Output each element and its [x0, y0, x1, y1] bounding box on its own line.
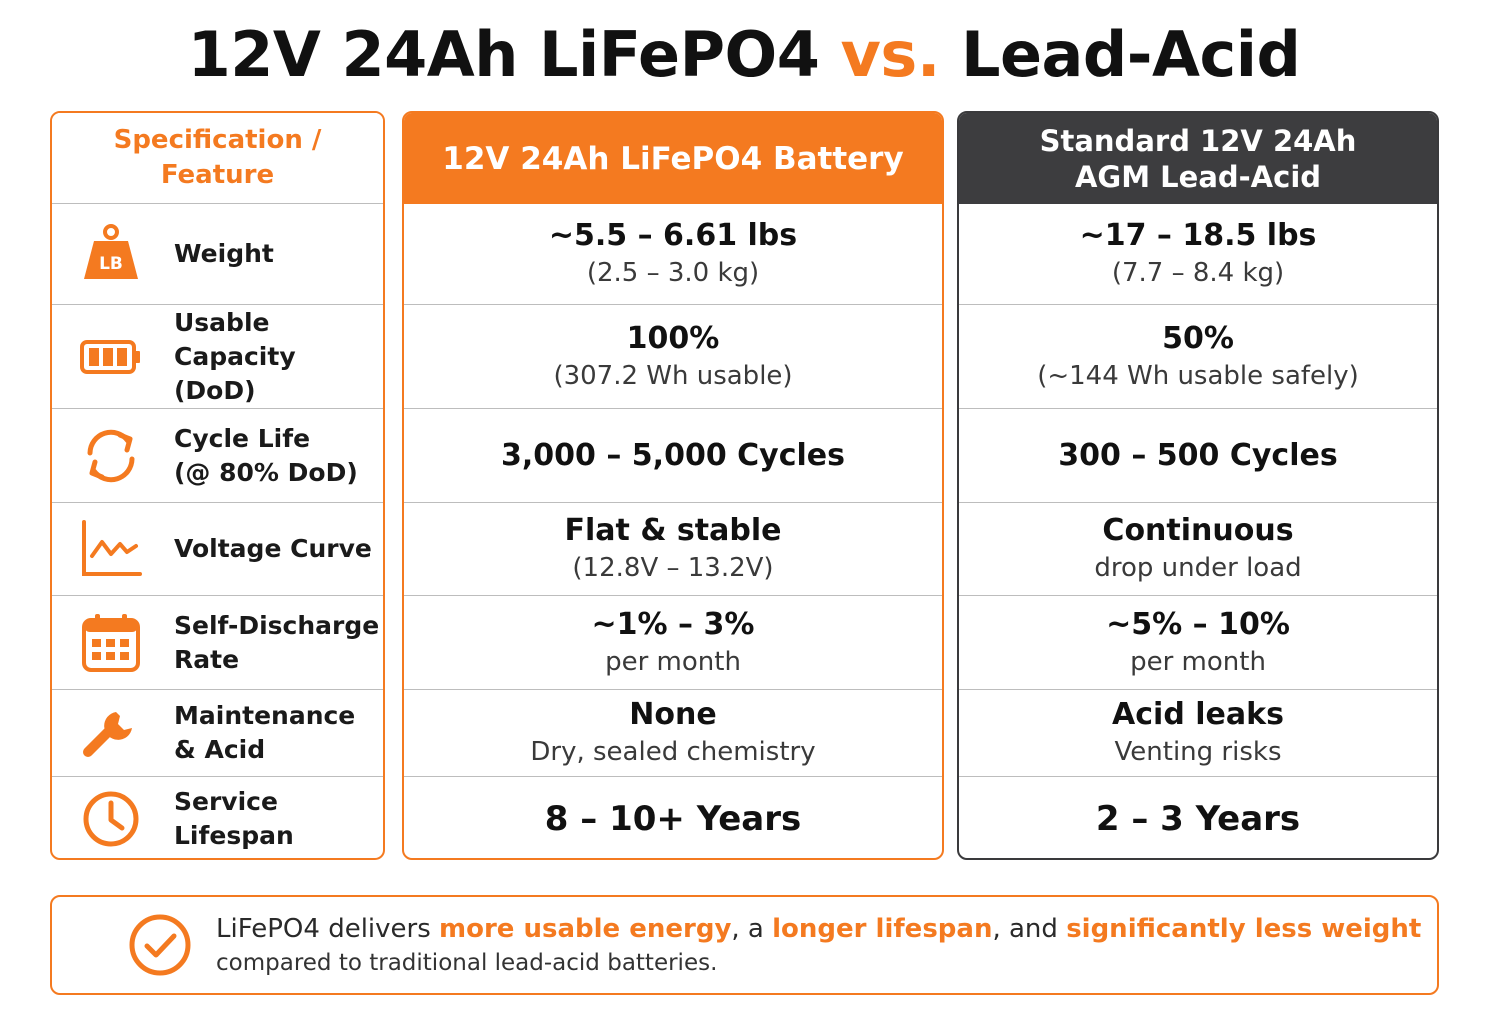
- leadacid-row-voltage: Continuous drop under load: [959, 503, 1437, 596]
- lifepo4-header: 12V 24Ah LiFePO4 Battery: [404, 113, 942, 204]
- lifepo4-row-lifespan: 8 – 10+ Years: [404, 777, 942, 858]
- spec-row-cycle-life: Cycle Life (@ 80% DoD): [52, 409, 383, 503]
- weight-icon-text: LB: [99, 254, 123, 274]
- lifepo4-row-maintenance: None Dry, sealed chemistry: [404, 690, 942, 777]
- cell-main: Continuous: [1102, 513, 1294, 548]
- spec-header-line1: Specification /: [113, 125, 322, 155]
- spec-label: Weight: [174, 237, 274, 271]
- title-accent: vs.: [840, 18, 941, 91]
- clock-icon: [78, 786, 144, 852]
- cell-sub: drop under load: [1094, 553, 1302, 583]
- leadacid-header-line2: AGM Lead-Acid: [1074, 159, 1322, 194]
- title-part1: 12V 24Ah LiFePO4: [187, 18, 820, 91]
- spec-label-line1: Usable Capacity: [174, 307, 296, 371]
- leadacid-row-maintenance: Acid leaks Venting risks: [959, 690, 1437, 777]
- cell-sub: (12.8V – 13.2V): [572, 553, 774, 583]
- leadacid-row-capacity: 50% (~144 Wh usable safely): [959, 305, 1437, 409]
- summary-box: LiFePO4 delivers more usable energy, a l…: [50, 895, 1439, 995]
- line-chart-icon: [78, 516, 144, 582]
- spec-label-line1: Service: [174, 786, 278, 816]
- cell-sub: Venting risks: [1114, 737, 1282, 767]
- summary-text-part: , a: [731, 914, 773, 944]
- leadacid-row-lifespan: 2 – 3 Years: [959, 777, 1437, 858]
- cell-main: None: [629, 697, 717, 732]
- leadacid-row-cycle-life: 300 – 500 Cycles: [959, 409, 1437, 503]
- leadacid-column: Standard 12V 24Ah AGM Lead-Acid ~17 – 18…: [957, 111, 1439, 860]
- summary-line2: compared to traditional lead-acid batter…: [216, 950, 718, 976]
- cell-sub: (2.5 – 3.0 kg): [586, 258, 760, 288]
- spec-label-line1: Weight: [174, 239, 274, 268]
- battery-icon: [78, 324, 144, 390]
- lifepo4-row-capacity: 100% (307.2 Wh usable): [404, 305, 942, 409]
- cell-sub: (~144 Wh usable safely): [1037, 360, 1359, 391]
- summary-highlight: longer lifespan: [772, 914, 993, 944]
- spec-header: Specification / Feature: [52, 113, 383, 204]
- cell-sub: per month: [1130, 646, 1266, 677]
- spec-label-line2: Lifespan: [174, 820, 294, 850]
- spec-label-line1: Voltage Curve: [174, 534, 372, 563]
- lifepo4-row-voltage: Flat & stable (12.8V – 13.2V): [404, 503, 942, 596]
- summary-highlight: more usable energy: [439, 914, 732, 944]
- page-title: 12V 24Ah LiFePO4 vs. Lead-Acid: [0, 18, 1488, 91]
- cell-main: 8 – 10+ Years: [544, 798, 802, 839]
- cell-main: Acid leaks: [1112, 697, 1284, 732]
- spec-label: Maintenance & Acid: [174, 699, 355, 767]
- spec-label: Self-Discharge Rate: [174, 609, 379, 677]
- spec-column: Specification / Feature LB Weight: [50, 111, 385, 860]
- leadacid-header: Standard 12V 24Ah AGM Lead-Acid: [959, 113, 1437, 204]
- cell-main: 2 – 3 Years: [1095, 798, 1301, 839]
- cell-main: Flat & stable: [564, 513, 782, 548]
- calendar-icon: [78, 610, 144, 676]
- spec-label: Voltage Curve: [174, 532, 372, 566]
- cell-main: 300 – 500 Cycles: [1058, 437, 1338, 473]
- spec-header-line2: Feature: [160, 160, 275, 190]
- wrench-icon: [78, 700, 144, 766]
- spec-row-weight: LB Weight: [52, 204, 383, 305]
- cell-main: ~1% – 3%: [591, 606, 755, 642]
- cell-sub: (307.2 Wh usable): [553, 360, 793, 391]
- cell-sub: Dry, sealed chemistry: [530, 737, 816, 767]
- cell-sub: per month: [605, 646, 741, 677]
- cell-main: ~5% – 10%: [1106, 606, 1290, 642]
- leadacid-row-weight: ~17 – 18.5 lbs (7.7 – 8.4 kg): [959, 204, 1437, 305]
- lifepo4-row-self-discharge: ~1% – 3% per month: [404, 596, 942, 690]
- spec-label-line1: Cycle Life: [174, 423, 311, 453]
- summary-text-part: LiFePO4 delivers: [216, 914, 440, 944]
- summary-text: LiFePO4 delivers more usable energy, a l…: [216, 911, 1421, 979]
- spec-row-maintenance: Maintenance & Acid: [52, 690, 383, 777]
- spec-row-lifespan: Service Lifespan: [52, 777, 383, 858]
- summary-highlight: significantly less weight: [1066, 914, 1422, 944]
- cell-main: ~17 – 18.5 lbs: [1079, 218, 1317, 253]
- leadacid-row-self-discharge: ~5% – 10% per month: [959, 596, 1437, 690]
- cell-main: 50%: [1162, 320, 1234, 356]
- weight-lb-icon: LB: [78, 221, 144, 287]
- spec-label-line2: (@ 80% DoD): [174, 457, 358, 487]
- spec-label-line2: (DoD): [174, 375, 256, 405]
- spec-row-self-discharge: Self-Discharge Rate: [52, 596, 383, 690]
- spec-row-capacity: Usable Capacity (DoD): [52, 305, 383, 409]
- check-circle-icon: [129, 914, 191, 976]
- cycle-icon: [78, 423, 144, 489]
- cell-main: ~5.5 – 6.61 lbs: [548, 218, 798, 253]
- spec-label-line1: Self-Discharge: [174, 610, 380, 640]
- lifepo4-row-cycle-life: 3,000 – 5,000 Cycles: [404, 409, 942, 503]
- cell-main: 3,000 – 5,000 Cycles: [501, 437, 845, 473]
- title-part2: Lead-Acid: [960, 18, 1301, 91]
- spec-label: Usable Capacity (DoD): [174, 306, 383, 408]
- spec-label-line2: & Acid: [174, 735, 266, 764]
- leadacid-header-line1: Standard 12V 24Ah: [1039, 123, 1357, 158]
- spec-label-line2: Rate: [174, 644, 240, 674]
- cell-main: 100%: [626, 320, 720, 356]
- spec-row-voltage: Voltage Curve: [52, 503, 383, 596]
- summary-line1: LiFePO4 delivers more usable energy, a l…: [216, 911, 1421, 947]
- lifepo4-row-weight: ~5.5 – 6.61 lbs (2.5 – 3.0 kg): [404, 204, 942, 305]
- summary-text-part: , and: [992, 914, 1067, 944]
- spec-label: Service Lifespan: [174, 785, 294, 853]
- cell-sub: (7.7 – 8.4 kg): [1111, 258, 1285, 288]
- lifepo4-column: 12V 24Ah LiFePO4 Battery ~5.5 – 6.61 lbs…: [402, 111, 944, 860]
- spec-label: Cycle Life (@ 80% DoD): [174, 422, 358, 490]
- spec-label-line1: Maintenance: [174, 701, 356, 730]
